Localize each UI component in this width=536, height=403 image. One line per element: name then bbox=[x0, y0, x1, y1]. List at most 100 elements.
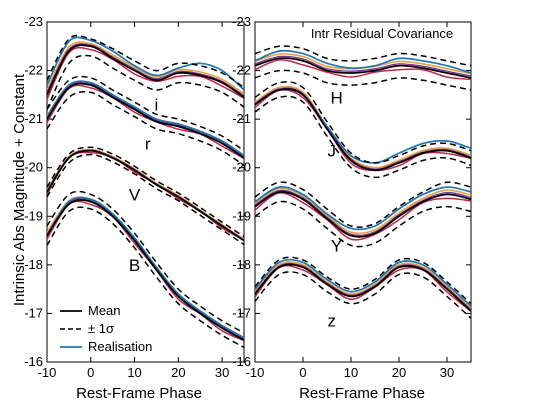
series-J-mean bbox=[255, 88, 471, 172]
series-B-sigma-upper bbox=[47, 190, 244, 334]
series-z-mean bbox=[255, 263, 471, 312]
y-tick-label: -16 bbox=[24, 354, 43, 369]
series-Y-purple bbox=[255, 189, 471, 237]
x-tick-label: -10 bbox=[38, 365, 57, 380]
x-tick-label: 10 bbox=[127, 365, 141, 380]
y-tick-label: -17 bbox=[232, 305, 251, 320]
series-H-sigma-upper bbox=[255, 45, 471, 67]
series-V-purple bbox=[47, 149, 244, 241]
series-J-red bbox=[255, 89, 471, 172]
series-i-sigma-lower bbox=[47, 54, 244, 110]
y-tick-label: -20 bbox=[24, 160, 43, 175]
series-V-sigma-upper bbox=[47, 146, 244, 238]
y-tick-label: -22 bbox=[24, 63, 43, 78]
series-J-sigma-lower bbox=[255, 95, 471, 179]
series-H-mean bbox=[255, 57, 471, 79]
legend: Mean ± 1σ Realisation bbox=[60, 303, 152, 354]
band-label-z: z bbox=[328, 312, 337, 331]
series-i-orange bbox=[47, 41, 244, 95]
y-tick-label: -23 bbox=[24, 14, 43, 29]
band-label-J: J bbox=[328, 142, 337, 161]
band-label-H: H bbox=[330, 88, 342, 107]
series-i-sigma-upper bbox=[47, 34, 244, 89]
series-J-realisation bbox=[255, 88, 471, 164]
series-z-realisation bbox=[255, 258, 471, 307]
band-label-i: i bbox=[155, 96, 159, 115]
series-J-orange bbox=[255, 85, 471, 169]
series-r-realisation bbox=[47, 80, 244, 157]
series-Y-realisation bbox=[255, 186, 471, 231]
legend-mean-label: Mean bbox=[88, 303, 121, 318]
series-group bbox=[47, 34, 244, 349]
band-label-r: r bbox=[145, 134, 151, 153]
y-tick-label: -23 bbox=[232, 14, 251, 29]
x-tick-label: 30 bbox=[215, 365, 229, 380]
series-i-purple bbox=[47, 43, 244, 97]
series-z-red bbox=[255, 264, 471, 312]
y-tick-label: -19 bbox=[232, 208, 251, 223]
left-panel: -10 0 10 20 30 -23 -22 -21 -20 -19 -18 -17 -16 ir V B bbox=[24, 14, 245, 380]
series-z-sigma-lower bbox=[255, 271, 471, 319]
series-J-sigma-upper bbox=[255, 81, 471, 164]
series-B-orange bbox=[47, 196, 244, 339]
series-z-purple bbox=[255, 262, 471, 311]
y-tick-label: -21 bbox=[24, 111, 43, 126]
series-V-mean bbox=[47, 149, 244, 242]
series-z-orange bbox=[255, 261, 471, 310]
band-label-V: V bbox=[129, 185, 141, 204]
series-r-mean bbox=[47, 82, 244, 159]
series-r-sigma-lower bbox=[47, 91, 244, 166]
x-tick-label: 0 bbox=[299, 365, 306, 380]
series-J-purple bbox=[255, 87, 471, 170]
series-i-red bbox=[47, 46, 244, 100]
series-Y-mean bbox=[255, 190, 471, 238]
x-tick-label: -10 bbox=[246, 365, 265, 380]
y-tick-label: -18 bbox=[24, 257, 43, 272]
y-axis-label: Intrinsic Abs Magnitude + Constant bbox=[11, 73, 28, 306]
series-i-mean bbox=[47, 44, 244, 99]
series-B-sigma-lower bbox=[47, 206, 244, 349]
series-B-red bbox=[47, 200, 244, 342]
legend-sigma-label: ± 1σ bbox=[88, 321, 114, 336]
series-r-red bbox=[47, 84, 244, 160]
x-axis-label-right: Rest-Frame Phase bbox=[299, 385, 425, 402]
y-tick-label: -21 bbox=[232, 111, 251, 126]
series-Y-sigma-lower bbox=[255, 200, 471, 248]
series-Y-red bbox=[255, 192, 471, 241]
series-z-sigma-upper bbox=[255, 256, 471, 305]
series-group bbox=[255, 45, 471, 319]
series-r-purple bbox=[47, 81, 244, 158]
x-tick-label: 0 bbox=[87, 365, 94, 380]
series-V-orange bbox=[47, 148, 244, 240]
x-tick-label: 30 bbox=[440, 365, 454, 380]
y-tick-label: -20 bbox=[232, 160, 251, 175]
series-V-red bbox=[47, 151, 244, 241]
series-B-mean bbox=[47, 199, 244, 341]
series-H-sigma-lower bbox=[255, 69, 471, 91]
y-tick-label: -19 bbox=[24, 208, 43, 223]
series-H-purple bbox=[255, 55, 471, 77]
series-r-sigma-upper bbox=[47, 75, 244, 152]
panel-title: Intr Residual Covariance bbox=[311, 26, 453, 41]
series-V-sigma-lower bbox=[47, 153, 244, 246]
series-Y-orange bbox=[255, 187, 471, 235]
legend-realisation-label: Realisation bbox=[88, 339, 152, 354]
series-H-realisation bbox=[255, 49, 471, 74]
y-tick-label: -18 bbox=[232, 257, 251, 272]
series-Y-sigma-upper bbox=[255, 181, 471, 228]
y-tick-label: -16 bbox=[232, 354, 251, 369]
y-tick-label: -22 bbox=[232, 63, 251, 78]
x-tick-label: 20 bbox=[392, 365, 406, 380]
band-label-Y: Y bbox=[331, 236, 342, 255]
series-H-red bbox=[255, 59, 471, 81]
y-tick-label: -17 bbox=[24, 305, 43, 320]
x-tick-label: 10 bbox=[344, 365, 358, 380]
x-tick-label: 20 bbox=[171, 365, 185, 380]
band-label-B: B bbox=[129, 256, 140, 275]
series-B-realisation bbox=[47, 196, 244, 339]
x-axis-label-left: Rest-Frame Phase bbox=[76, 385, 202, 402]
right-panel: -10 0 10 20 30 -23 -22 -21 -20 -19 -18 -17 -16 H J Yz bbox=[232, 14, 472, 380]
series-i-realisation bbox=[47, 36, 244, 91]
series-V-realisation bbox=[47, 149, 244, 242]
